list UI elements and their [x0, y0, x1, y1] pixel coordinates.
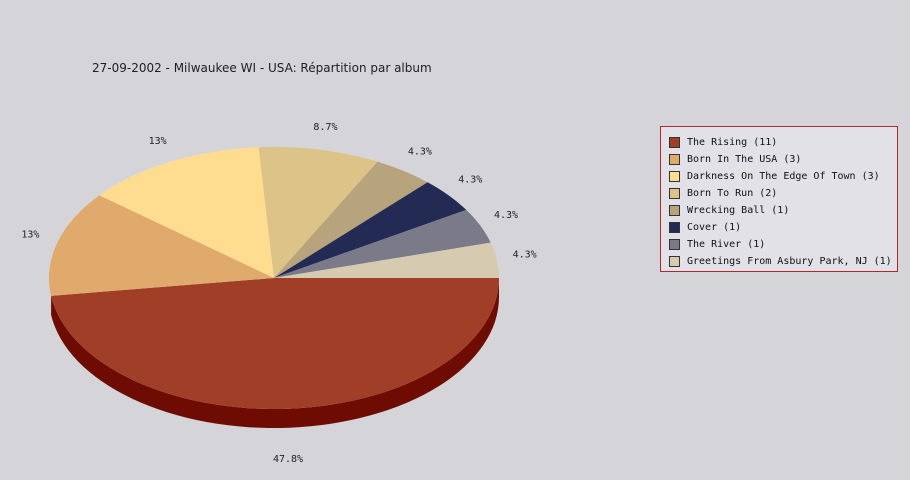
pie-slice-label: 4.3% — [513, 249, 537, 260]
legend-swatch — [669, 222, 680, 233]
legend-swatch — [669, 205, 680, 216]
legend-label: Born In The USA (3) — [687, 154, 802, 165]
legend-swatch — [669, 171, 680, 182]
pie-slice — [258, 147, 378, 278]
legend-label: The Rising (11) — [687, 137, 778, 148]
legend-label: Cover (1) — [687, 222, 742, 233]
pie-slice — [274, 242, 499, 278]
legend-item: The River (1) — [669, 236, 897, 253]
pie-slice-label: 4.3% — [494, 210, 518, 221]
legend-item: Wrecking Ball (1) — [669, 202, 897, 219]
pie-slice-label: 4.3% — [408, 147, 432, 158]
pie-slice-label: 13% — [21, 229, 39, 240]
legend-swatch — [669, 239, 680, 250]
legend-swatch — [669, 188, 680, 199]
pie-slice-label: 4.3% — [458, 175, 482, 186]
legend-label: Wrecking Ball (1) — [687, 205, 790, 216]
pie-slice-label: 13% — [149, 136, 167, 147]
legend-item: Born In The USA (3) — [669, 151, 897, 168]
pie-slice-label: 47.8% — [273, 454, 303, 465]
pie-slice — [274, 182, 467, 278]
pie-slice — [51, 278, 499, 409]
pie-slice — [99, 147, 274, 278]
pie-slice — [274, 209, 491, 278]
legend-item: The Rising (11) — [669, 134, 897, 151]
legend-item: Greetings From Asbury Park, NJ (1) — [669, 253, 897, 270]
legend: The Rising (11) Born In The USA (3) Darkne… — [660, 126, 898, 272]
legend-item: Darkness On The Edge Of Town (3) — [669, 168, 897, 185]
pie-slice-label: 8.7% — [313, 122, 337, 133]
legend-swatch — [669, 256, 680, 267]
legend-label: Greetings From Asbury Park, NJ (1) — [687, 256, 892, 267]
chart-title: 27-09-2002 - Milwaukee WI - USA: Réparti… — [92, 61, 432, 75]
legend-item: Born To Run (2) — [669, 185, 897, 202]
pie-slice — [49, 195, 274, 296]
legend-swatch — [669, 154, 680, 165]
legend-item: Cover (1) — [669, 219, 897, 236]
legend-label: Darkness On The Edge Of Town (3) — [687, 171, 880, 182]
pie-slice — [274, 161, 428, 278]
legend-swatch — [669, 137, 680, 148]
legend-label: Born To Run (2) — [687, 188, 778, 199]
legend-label: The River (1) — [687, 239, 766, 250]
